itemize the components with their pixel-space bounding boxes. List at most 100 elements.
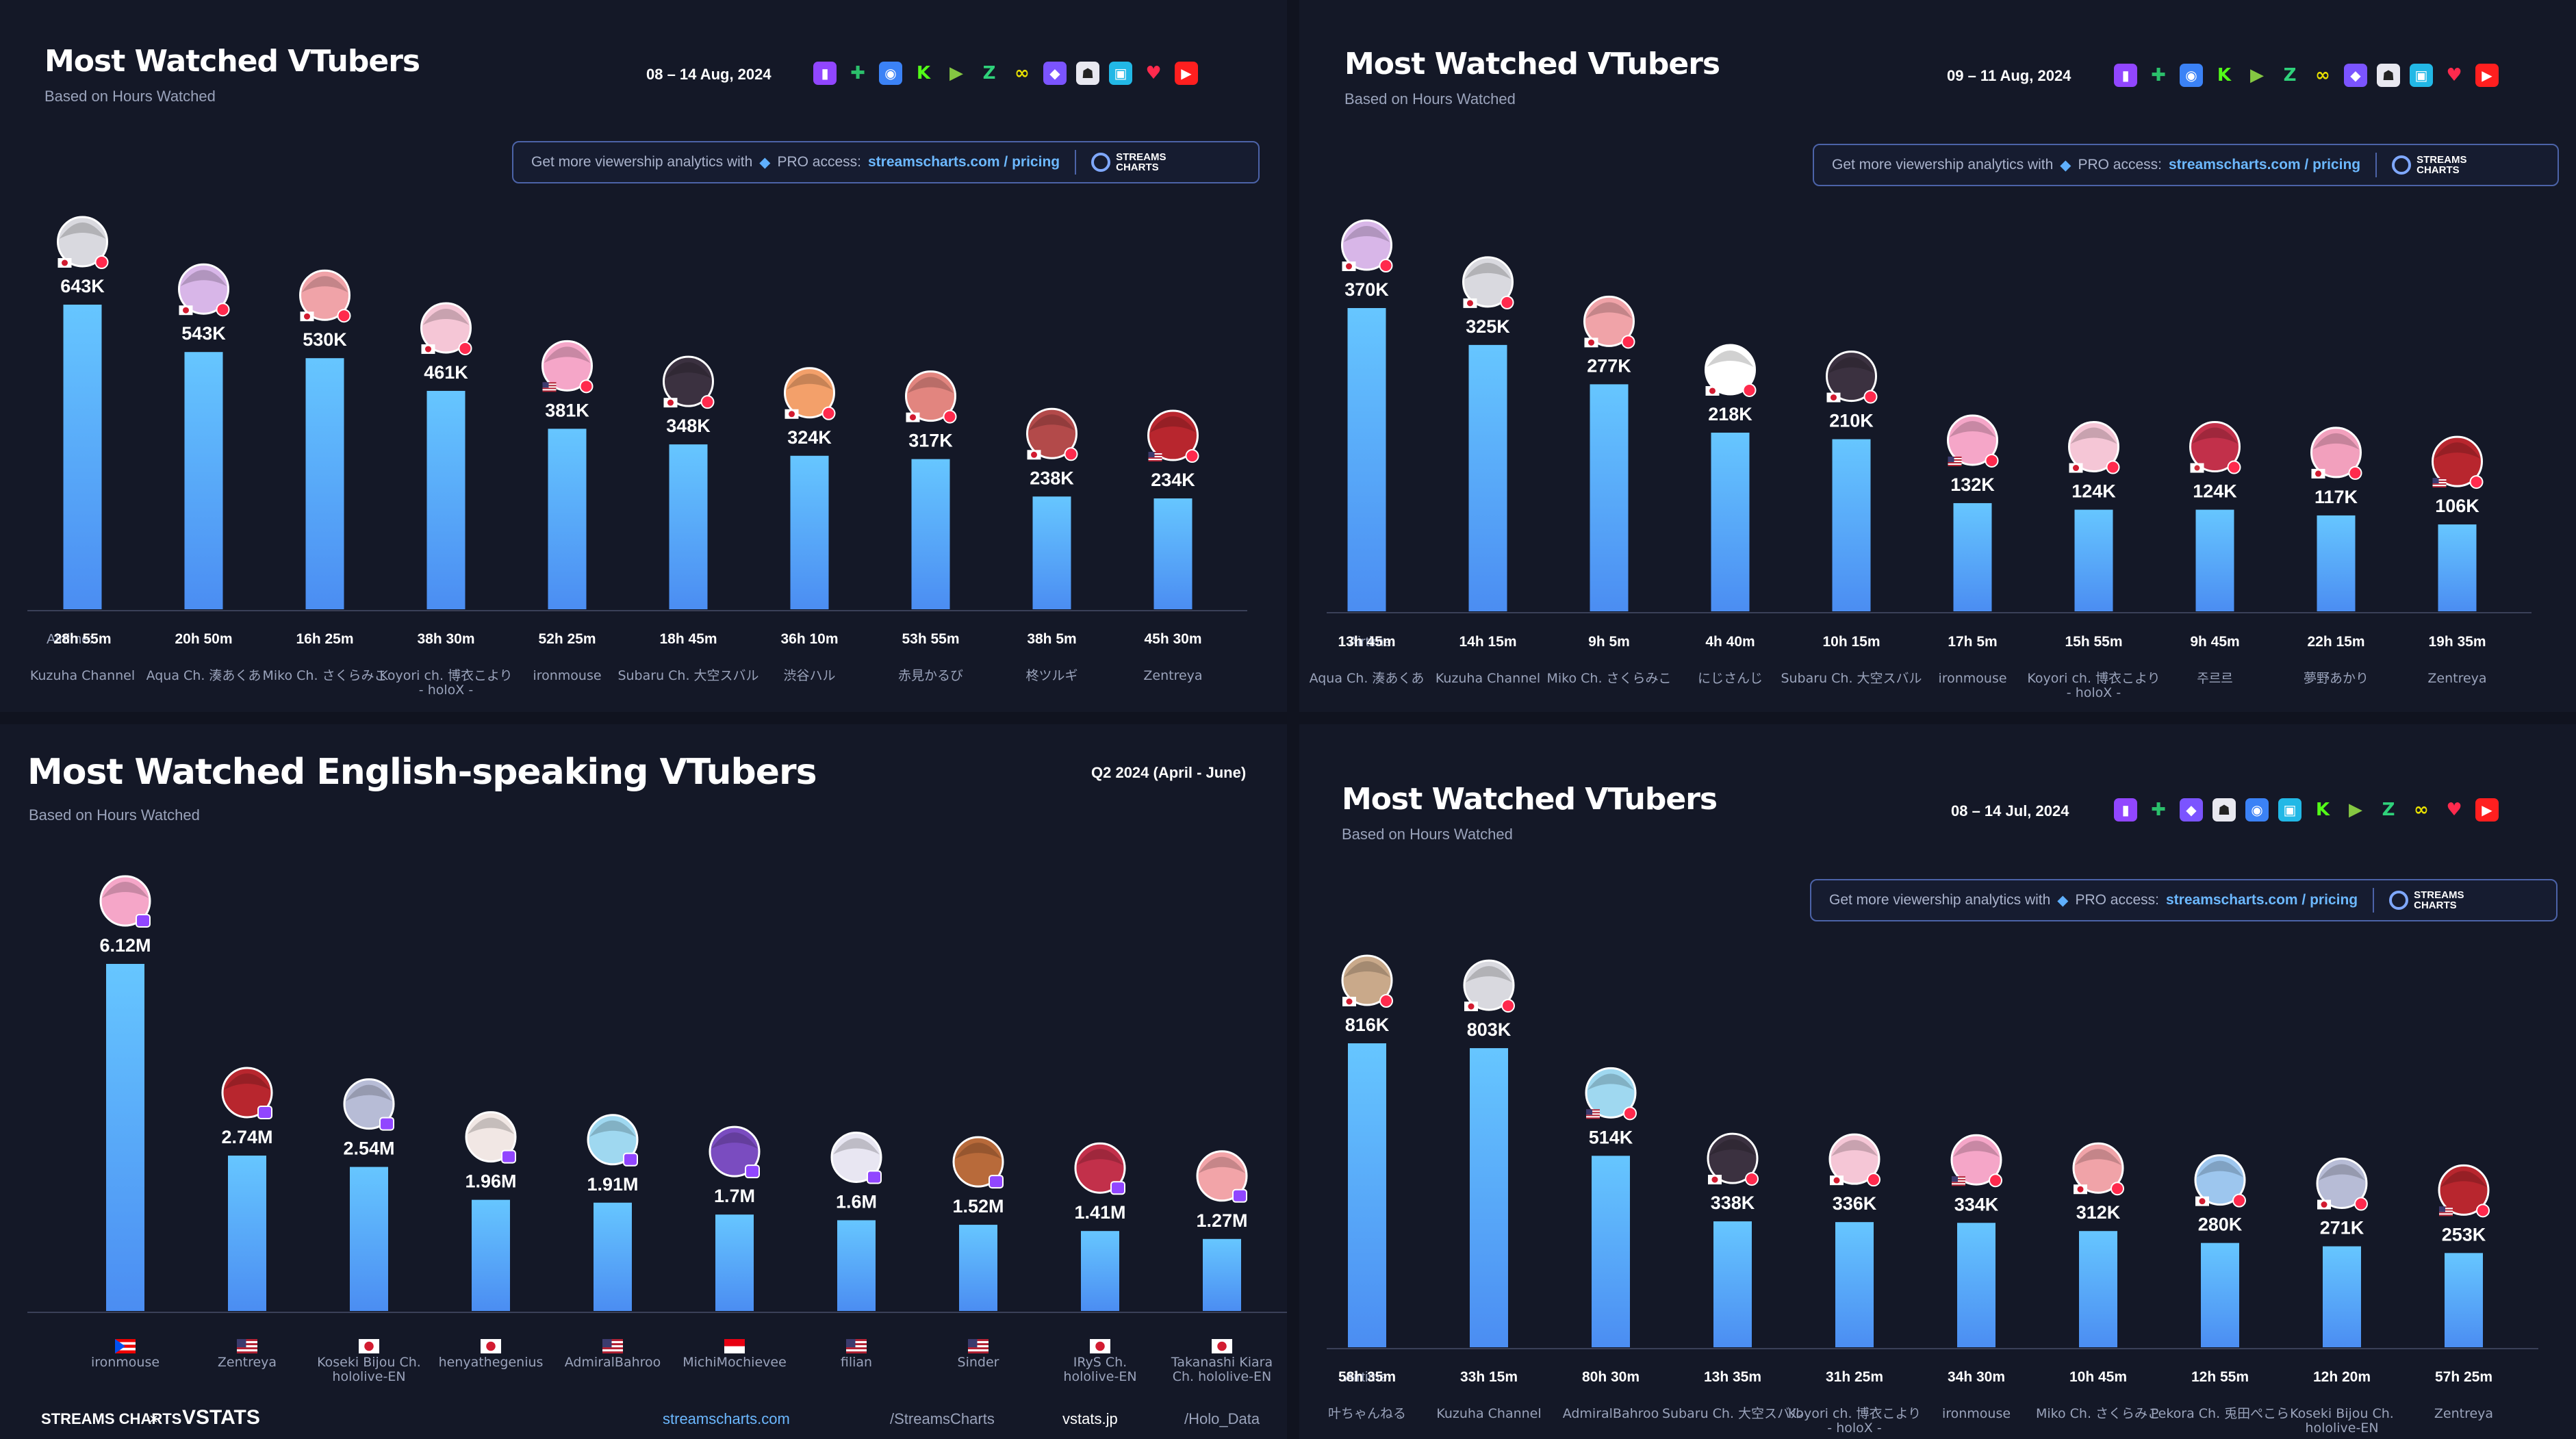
value-label: 280K: [2198, 1214, 2243, 1235]
bar[interactable]: [1032, 496, 1071, 609]
platform-badge-icon: [2354, 1197, 2368, 1211]
chart-panel-top-left: Most Watched VTubers Based on Hours Watc…: [0, 0, 1287, 712]
platform-badge-icon: [2348, 466, 2362, 480]
bar[interactable]: [350, 1167, 388, 1311]
bar[interactable]: [1081, 1231, 1119, 1311]
bar[interactable]: [1468, 344, 1507, 611]
category-label: Koseki Bijou Ch. hololive-EN: [2290, 1406, 2394, 1436]
platform-icons: ▮ ✚ ◉ K ▶ Z ∞ ◆ ☗ ▣ ♥ ▶: [2114, 64, 2499, 87]
avatar: [1147, 409, 1199, 461]
footer-site-streamscharts[interactable]: streamscharts.com: [663, 1410, 790, 1427]
bar[interactable]: [2074, 509, 2113, 611]
footer-handle-streamscharts[interactable]: /StreamsCharts: [890, 1410, 995, 1427]
nimo-icon: ▣: [2278, 798, 2301, 822]
bar[interactable]: [184, 352, 223, 609]
bar[interactable]: [911, 459, 950, 609]
bar[interactable]: [106, 964, 144, 1311]
bilibili-icon: ◉: [2180, 64, 2203, 87]
bar[interactable]: [2195, 509, 2234, 611]
date-range: Q2 2024 (April - June): [1091, 764, 1247, 781]
flag-icon: [1463, 298, 1477, 308]
flag-icon: [2195, 1196, 2209, 1206]
flag-icon: [1830, 1175, 1844, 1186]
bar-group: 1.96M henyathegenius: [439, 1111, 544, 1370]
value-label: 312K: [2076, 1202, 2121, 1223]
nimo-icon: ▣: [2410, 64, 2433, 87]
bar[interactable]: [1153, 498, 1193, 609]
airtime-value: 4h 40m: [1705, 634, 1755, 650]
bar-group: 106K 19h 35m Zentreya: [2427, 435, 2487, 686]
platform-badge-icon: [1989, 1173, 2002, 1188]
bar[interactable]: [790, 455, 829, 609]
airtime-value: 38h 30m: [417, 631, 474, 647]
pricing-link[interactable]: streamscharts.com / pricing: [2169, 157, 2361, 173]
category-label: Koyori ch. 博衣こより- holoX -: [379, 668, 512, 698]
footer-site-vstats[interactable]: vstats.jp: [1062, 1410, 1118, 1427]
flag-icon: [1952, 1176, 1965, 1186]
promo-banner[interactable]: Get more viewership analytics with ◆ PRO…: [1813, 144, 2559, 186]
bar[interactable]: [959, 1225, 997, 1311]
category-label: henyathegenius: [439, 1355, 544, 1370]
bar[interactable]: [1590, 384, 1629, 611]
airtime-value: 10h 15m: [1822, 634, 1880, 650]
avatar: [541, 340, 593, 392]
airtime-value: 22h 15m: [2307, 634, 2364, 650]
chart-subtitle: Based on Hours Watched: [1342, 826, 1513, 843]
footer-cross: ×: [149, 1410, 158, 1427]
value-label: 1.41M: [1074, 1202, 1125, 1223]
bar-group: 338K 13h 35m Subaru Ch. 大空スバル: [1662, 1132, 1803, 1421]
trovo-icon: ◆: [1043, 62, 1067, 85]
twitch-icon: ▮: [2114, 798, 2137, 822]
bar[interactable]: [1592, 1156, 1630, 1347]
avatar: [1462, 256, 1514, 308]
airtime-value: 14h 15m: [1459, 634, 1516, 650]
promo-banner[interactable]: Get more viewership analytics with ◆ PRO…: [1810, 879, 2558, 921]
pricing-link[interactable]: streamscharts.com / pricing: [868, 154, 1060, 170]
bar[interactable]: [669, 444, 708, 609]
bar-group: 117K 22h 15m 夢野あかり: [2304, 426, 2369, 686]
bar[interactable]: [2201, 1243, 2239, 1347]
category-label: Subaru Ch. 大空スバル: [1781, 671, 1922, 686]
bar[interactable]: [63, 305, 102, 609]
bar[interactable]: [1347, 308, 1386, 611]
bar[interactable]: [1832, 439, 1871, 611]
bar[interactable]: [2323, 1246, 2361, 1347]
bar[interactable]: [2317, 515, 2356, 611]
bar[interactable]: [837, 1220, 876, 1311]
bar[interactable]: [1348, 1043, 1386, 1347]
bar[interactable]: [1470, 1048, 1508, 1347]
bar[interactable]: [1957, 1223, 1995, 1347]
bar[interactable]: [1711, 432, 1750, 611]
bar[interactable]: [1203, 1238, 1241, 1311]
bar[interactable]: [2438, 524, 2477, 611]
bar[interactable]: [715, 1214, 754, 1311]
bar-group: 210K 10h 15m Subaru Ch. 大空スバル: [1781, 351, 1922, 686]
avatar-hair: [1828, 357, 1875, 374]
bar[interactable]: [1953, 502, 1992, 611]
platform-badge-icon: [501, 1149, 516, 1164]
chart-subtitle: Based on Hours Watched: [29, 806, 200, 824]
pricing-link[interactable]: streamscharts.com / pricing: [2166, 892, 2358, 908]
flag-icon: [968, 1339, 989, 1353]
bar[interactable]: [1835, 1222, 1874, 1347]
bar[interactable]: [594, 1202, 632, 1311]
bar[interactable]: [472, 1199, 510, 1311]
bar[interactable]: [305, 358, 344, 609]
avatar-hair: [346, 1084, 392, 1101]
bar[interactable]: [548, 429, 587, 609]
category-label: MichiMochievee: [683, 1355, 787, 1370]
avatar: [2189, 421, 2241, 473]
bar[interactable]: [2445, 1253, 2483, 1347]
bar[interactable]: [1713, 1221, 1752, 1347]
streamscharts-logo: STREAMS CHARTS: [1091, 152, 1166, 173]
footer-handle-vstats[interactable]: /Holo_Data: [1184, 1410, 1260, 1427]
bar-group: 2.74M Zentreya: [218, 1067, 277, 1370]
promo-banner[interactable]: Get more viewership analytics with ◆ PRO…: [512, 141, 1260, 183]
bar[interactable]: [228, 1156, 266, 1311]
bar-group: 1.27M Takanashi Kiara Ch. hololive-EN: [1171, 1150, 1273, 1384]
avatar-hair: [1587, 1073, 1634, 1091]
bar[interactable]: [2079, 1231, 2117, 1347]
platform-badge-icon: [458, 341, 472, 355]
youtube-icon: ▶: [2475, 798, 2499, 822]
bar[interactable]: [426, 390, 466, 609]
